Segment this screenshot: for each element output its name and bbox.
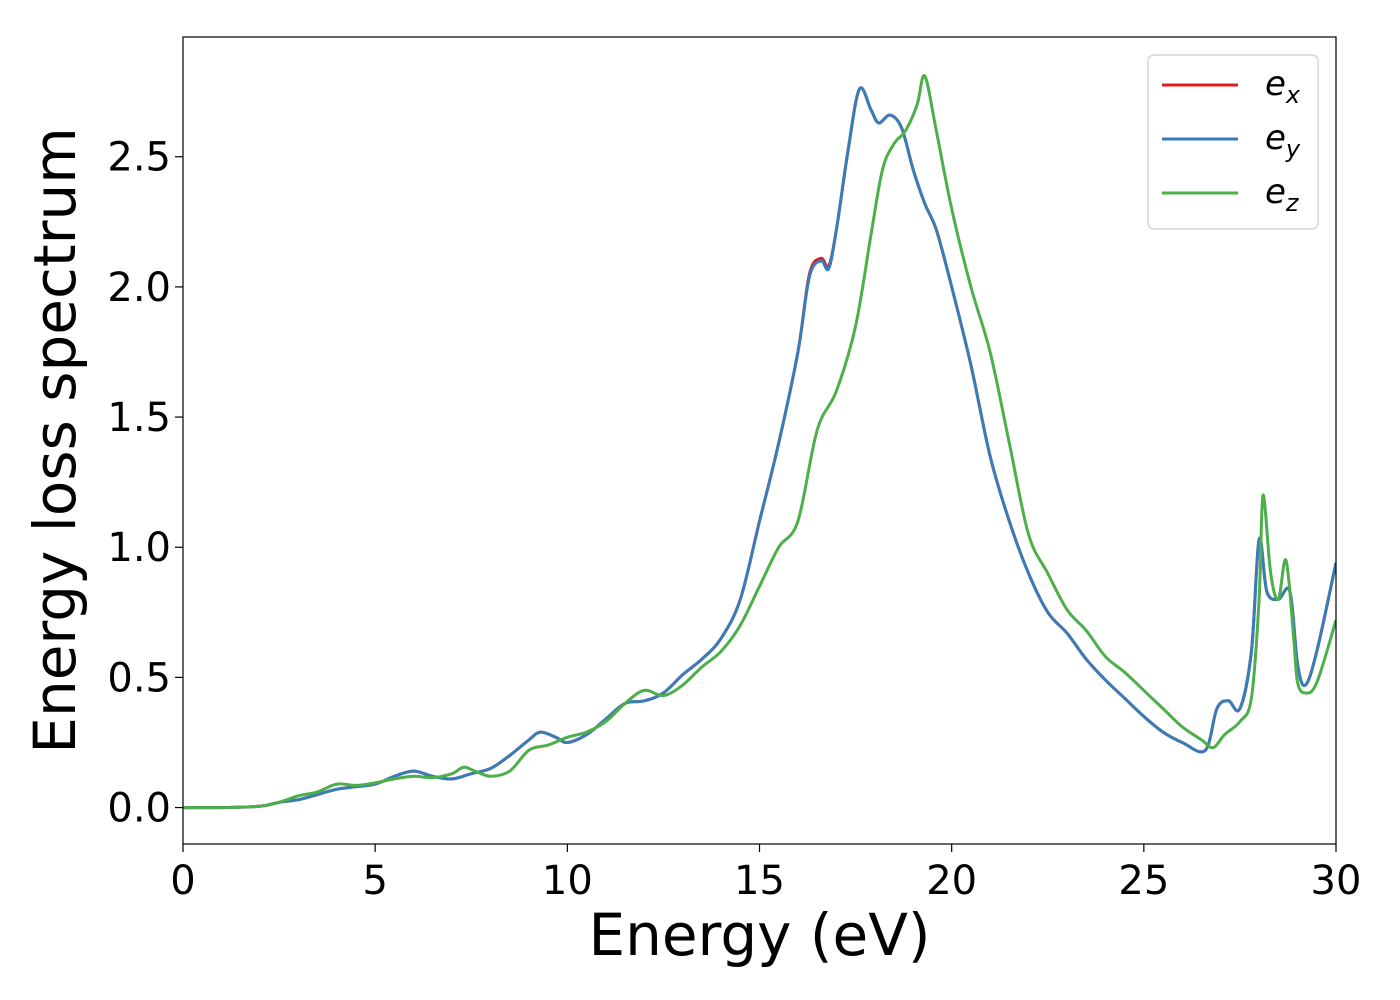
x-axis-ticks: 0 5 10 15 20 25 30 bbox=[170, 844, 1361, 904]
x-tick-label: 15 bbox=[734, 858, 785, 904]
y-tick-label: 2.0 bbox=[107, 265, 171, 311]
x-tick-label: 30 bbox=[1311, 858, 1362, 904]
x-tick-label: 5 bbox=[362, 858, 387, 904]
x-tick-label: 20 bbox=[926, 858, 977, 904]
legend-box bbox=[1147, 54, 1319, 230]
x-tick-label: 25 bbox=[1118, 858, 1169, 904]
y-axis-ticks: 0.0 0.5 1.0 1.5 2.0 2.5 bbox=[107, 135, 183, 832]
legend-label-e-x: ex bbox=[1265, 64, 1301, 109]
y-tick-label: 2.5 bbox=[107, 135, 171, 181]
x-tick-label: 10 bbox=[542, 858, 593, 904]
y-tick-label: 1.5 bbox=[107, 395, 171, 441]
series-line-e-z bbox=[183, 74, 1336, 810]
y-axis-title: Energy loss spectrum bbox=[21, 127, 89, 753]
series-line-e-y bbox=[183, 86, 1336, 810]
y-tick-label: 1.0 bbox=[107, 525, 171, 571]
y-tick-label: 0.0 bbox=[107, 786, 171, 832]
legend: ex ey ez bbox=[1147, 54, 1319, 230]
series-layer bbox=[183, 74, 1336, 810]
legend-label-e-z: ez bbox=[1265, 172, 1300, 217]
legend-label-e-y: ey bbox=[1265, 118, 1301, 163]
y-tick-label: 0.5 bbox=[107, 655, 171, 701]
x-axis-title: Energy (eV) bbox=[588, 901, 930, 969]
x-tick-label: 0 bbox=[170, 858, 195, 904]
